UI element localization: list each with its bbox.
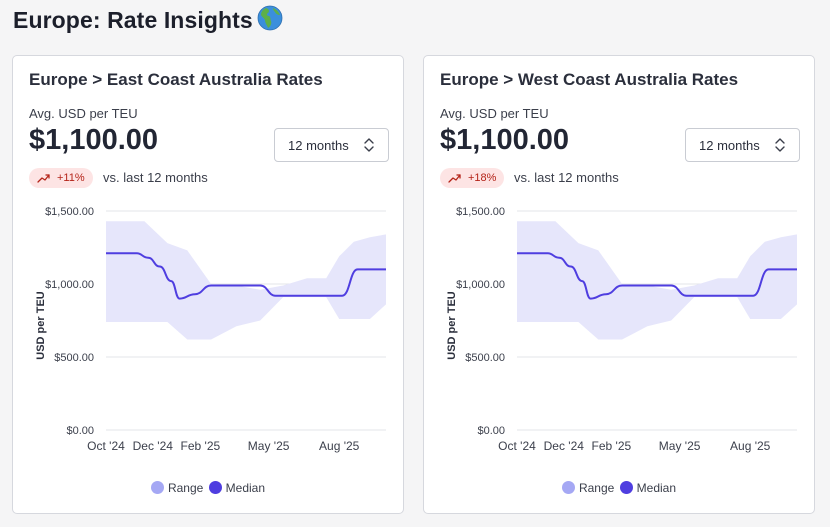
chart-legend: Range Median [13,481,403,495]
legend-item-range[interactable]: Range [150,481,204,495]
rate-chart: $0.00 $500.00 $1,000.00 $1,500.00 USD per TE… [446,206,797,453]
x-tick-label: Dec '24 [544,439,585,453]
rate-chart: $0.00 $500.00 $1,000.00 $1,500.00 USD per TE… [35,206,386,453]
page-title: Europe: Rate Insights [13,5,283,37]
chart-legend: Range Median [424,481,814,495]
chevron-up-down-icon [773,137,787,158]
period-select-value: 12 months [288,138,349,153]
period-select-value: 12 months [699,138,760,153]
metric-value: $1,100.00 [29,124,159,156]
x-tick-label: Oct '24 [87,439,125,453]
globe-europe-africa-icon [257,5,283,37]
x-tick-label: Aug '25 [319,439,360,453]
legend-range-swatch [561,481,575,494]
delta-badge: +18% [440,168,504,188]
legend-item-median[interactable]: Median [619,481,677,495]
x-tick-label: Feb '25 [592,439,632,453]
trending-up-icon [448,172,462,187]
y-tick-label: $1,000.00 [456,279,505,291]
y-tick-label: $500.00 [465,352,505,364]
x-tick-label: Dec '24 [133,439,174,453]
legend-median-swatch [208,481,222,494]
x-tick-label: Oct '24 [498,439,536,453]
range-band [106,221,386,340]
y-tick-label: $1,000.00 [45,279,94,291]
legend-item-median[interactable]: Median [208,481,266,495]
rate-card-west-coast: Europe > West Coast Australia Rates Avg.… [423,55,815,514]
y-tick-label: $0.00 [477,425,505,437]
metric-value: $1,100.00 [440,124,570,156]
card-title: Europe > East Coast Australia Rates [29,70,323,89]
legend-item-range[interactable]: Range [561,481,615,495]
metric-label: Avg. USD per TEU [440,106,549,121]
y-tick-label: $1,500.00 [45,206,94,218]
delta-badge-value: +11% [57,172,85,184]
y-axis-label: USD per TEU [35,291,47,360]
delta-text: vs. last 12 months [103,170,208,185]
rate-card-east-coast: Europe > East Coast Australia Rates Avg.… [12,55,404,514]
range-band [517,221,797,340]
delta-badge-value: +18% [468,172,497,184]
delta-badge: +11% [29,168,93,188]
period-select[interactable]: 12 months [685,128,800,162]
legend-range-label: Range [578,481,615,495]
x-tick-label: Aug '25 [730,439,771,453]
card-title: Europe > West Coast Australia Rates [440,70,739,89]
x-tick-label: May '25 [248,439,290,453]
median-line [517,252,797,300]
legend-median-swatch [619,481,633,494]
legend-range-label: Range [167,481,204,495]
page-title-text: Europe: Rate Insights [13,7,253,33]
median-line [106,252,386,300]
y-tick-label: $500.00 [54,352,94,364]
delta-text: vs. last 12 months [514,170,619,185]
metric-label: Avg. USD per TEU [29,106,138,121]
period-select[interactable]: 12 months [274,128,389,162]
x-tick-label: May '25 [659,439,701,453]
y-tick-label: $1,500.00 [456,206,505,218]
y-tick-label: $0.00 [66,425,94,437]
trending-up-icon [37,172,51,187]
legend-range-swatch [150,481,164,494]
legend-median-label: Median [225,481,266,495]
legend-median-label: Median [636,481,677,495]
x-tick-label: Feb '25 [181,439,221,453]
chevron-up-down-icon [362,137,376,158]
y-axis-label: USD per TEU [446,291,458,360]
